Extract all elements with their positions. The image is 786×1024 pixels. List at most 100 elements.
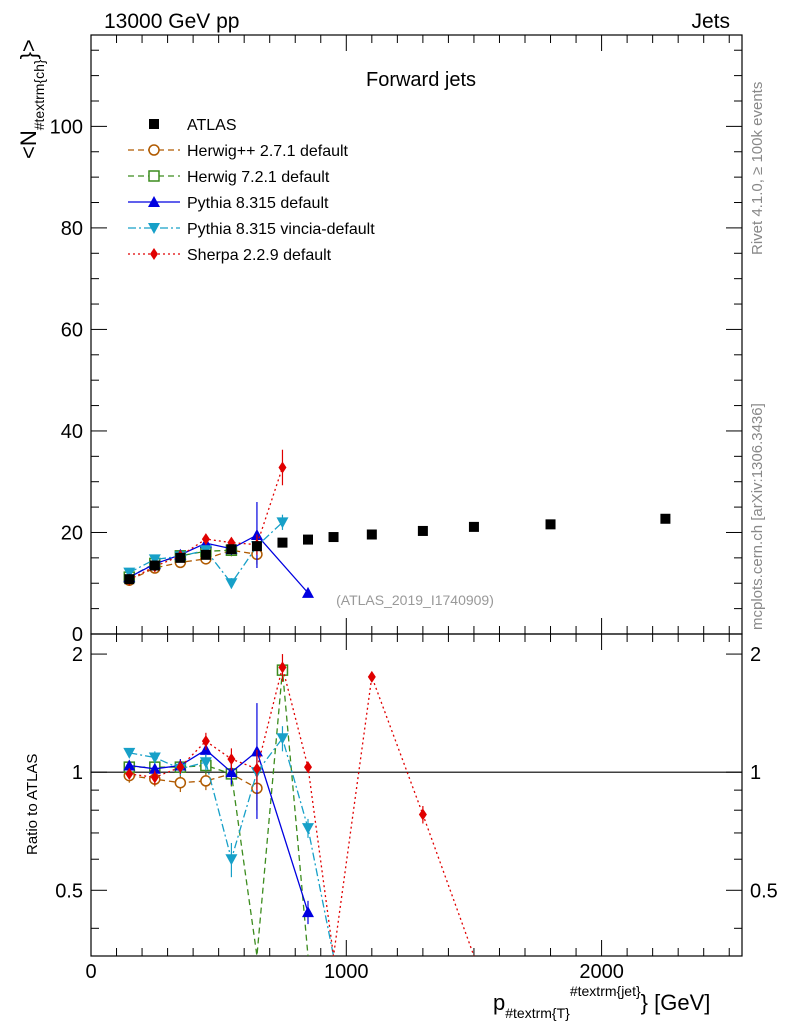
ratio-y-axis: 0.5 0.5 1 1 2 2 [55,644,778,929]
ylabel-prefix: <N [16,130,41,159]
series-line [129,670,309,957]
data-point [468,521,479,532]
series-herwig-2-7-1-default [123,762,263,811]
data-point [174,776,187,789]
data-point [278,661,287,674]
data-point [276,517,289,529]
main-y-tick-label: 40 [61,421,83,443]
legend-label: Pythia 8.315 vincia-default [187,221,375,238]
data-point [149,119,159,129]
data-point [125,767,134,780]
data-point [302,586,314,598]
rivet-label: Rivet 4.1.0, ≥ 100k events [749,82,766,255]
series-pythia-8-315-vincia-default [123,726,335,957]
xlabel-sup: #textrm{jet} [570,983,641,999]
legend: ATLAS Herwig++ 2.7.1 default Herwig 7.2.1 … [128,117,375,264]
data-point [252,762,261,775]
data-point [148,554,161,566]
data-point [199,757,212,769]
ratio-y-tick-label: 2 [72,644,83,666]
data-point [200,549,211,560]
series-line [129,773,258,789]
data-point [417,525,428,536]
data-point [201,735,210,748]
x-tick-label: 1000 [324,961,369,983]
xlabel-sub: #textrm{T} [505,1005,570,1021]
x-axis-label: p#textrm{T}#textrm{jet}} [GeV] [493,983,710,1021]
data-point [225,854,238,866]
chart-title: Forward jets [366,69,476,91]
xlabel-suffix: } [GeV] [641,990,711,1015]
data-point [124,574,135,585]
data-point [176,761,185,774]
ratio-series-group [123,654,475,957]
svg-text:<N#textrm{ch}}>: <N#textrm{ch}}> [16,39,47,159]
data-point [418,808,427,821]
legend-item: Herwig++ 2.7.1 default [128,143,349,160]
legend-label: ATLAS [187,117,237,134]
data-point [545,519,556,530]
legend-item: ATLAS [149,117,237,134]
legend-item: Sherpa 2.2.9 default [128,247,332,264]
main-y-tick-label: 20 [61,522,83,544]
main-y-tick-label: 100 [50,116,83,138]
data-point [251,541,262,552]
main-x-axis-ticks [90,35,730,634]
main-panel: 0 20 40 60 80 100 Forward jets (ATLAS_2019_I1… [16,34,743,646]
ratio-y-axis-label: Ratio to ATLAS [24,754,41,855]
data-point [150,771,159,784]
main-y-tick-label: 60 [61,319,83,341]
data-point [304,761,312,774]
ratio-y-tick-label-right: 1 [750,762,761,784]
data-point [303,534,313,545]
main-y-tick-label: 80 [61,218,83,240]
data-point [148,762,161,774]
data-point [149,560,160,571]
main-y-axis-label: <N#textrm{ch}}> [16,39,47,159]
x-tick-label: 0 [85,961,96,983]
data-point [660,513,671,524]
data-point [201,533,210,546]
data-point [367,670,376,683]
legend-label: Herwig++ 2.7.1 default [187,143,349,160]
analysis-watermark: (ATLAS_2019_I1740909) [336,592,494,608]
ratio-panel: 0.5 0.51 12 2 0 1000 2000 Ratio to ATLAS p#te… [24,633,778,1021]
main-y-axis: 0 20 40 60 80 100 [50,49,742,646]
data-point [276,733,289,745]
data-point [148,752,161,764]
ratio-y-tick-label: 1 [72,762,83,784]
xlabel-prefix: p [493,990,505,1015]
energy-label: 13000 GeV pp [104,10,239,33]
data-point [328,532,339,543]
ratio-x-axis: 0 1000 2000 [85,634,730,983]
ylabel-sub: #textrm{ch} [31,59,47,130]
legend-item: Pythia 8.315 vincia-default [128,221,375,238]
legend-label: Pythia 8.315 default [187,195,329,212]
x-tick-label: 2000 [579,961,624,983]
data-point [302,823,314,835]
data-point [148,223,160,234]
data-point [302,906,314,918]
category-label: Jets [691,10,730,33]
data-point [123,747,136,759]
main-y-tick-label: 0 [72,624,83,646]
data-point [227,753,236,766]
legend-label: Herwig 7.2.1 default [187,169,330,186]
ylabel-suffix: }> [16,39,41,59]
data-point [200,775,212,787]
data-point [225,766,238,778]
legend-item: Herwig 7.2.1 default [128,169,330,186]
ratio-frame [90,633,743,957]
data-point [175,552,186,563]
series-line [129,549,258,581]
series-line [129,667,475,957]
ratio-y-tick-label: 0.5 [55,880,83,902]
mcplots-label: mcplots.cern.ch [arXiv:1306.3436] [749,403,766,630]
series-herwig-7-2-1-default [123,662,309,957]
data-point [366,529,377,540]
legend-label: Sherpa 2.2.9 default [187,247,332,264]
data-point [226,544,237,555]
data-point [123,567,136,579]
data-point [148,170,160,182]
